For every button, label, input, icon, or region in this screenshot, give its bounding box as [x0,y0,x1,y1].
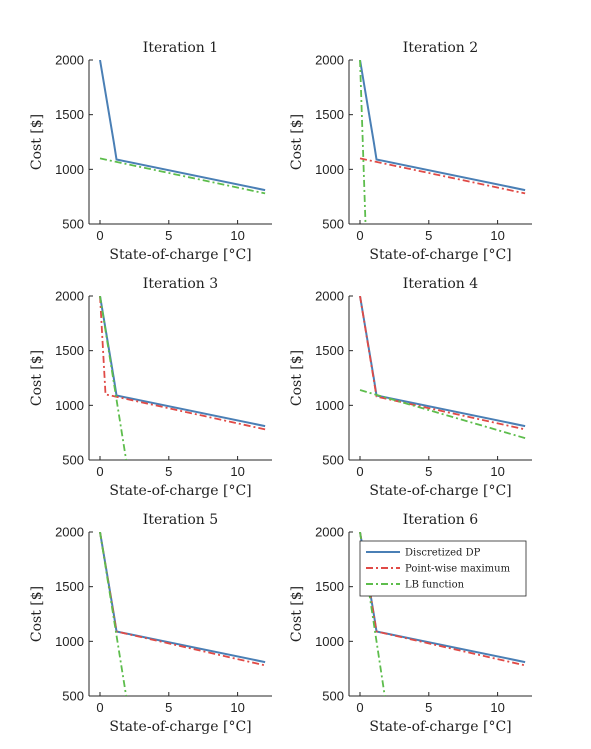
x-axis-label: State-of-charge [°C] [109,719,251,735]
y-tick-label: 2000 [315,525,344,540]
x-tick-label: 5 [425,228,432,243]
x-axis-label: State-of-charge [°C] [109,483,251,499]
y-tick-label: 500 [62,453,84,468]
x-tick-label: 5 [425,700,432,715]
x-tick-label: 0 [96,228,103,243]
y-tick-label: 2000 [55,53,84,68]
x-tick-label: 0 [96,700,103,715]
y-axis-label: Cost [$] [289,586,305,642]
y-tick-label: 500 [322,453,344,468]
series-line-lb-function [359,532,386,696]
x-axis-label: State-of-charge [°C] [369,247,511,263]
x-tick-label: 10 [230,228,244,243]
y-axis-label: Cost [$] [289,114,305,170]
y-tick-label: 1500 [55,343,84,358]
y-tick-label: 500 [62,217,84,232]
y-tick-label: 500 [322,689,344,704]
series-line-point-wise-maximum [359,157,526,195]
y-axis-label: Cost [$] [29,114,45,170]
series-line-point-wise-maximum [359,296,526,431]
x-tick-label: 0 [356,464,363,479]
subplot-title: Iteration 6 [403,512,478,528]
y-tick-label: 2000 [315,289,344,304]
subplot-title: Iteration 3 [143,276,218,292]
subplot-3: 500 1000 1500 2000 0 5 10 Iteration 3 State-of-c… [29,276,272,499]
y-tick-label: 1000 [315,162,344,177]
y-tick-label: 1000 [315,398,344,413]
series-line-lb-function [99,296,128,460]
legend: Discretized DP Point-wise maximum LB funct… [359,540,527,597]
subplot-title: Iteration 2 [403,40,478,56]
x-tick-label: 5 [425,464,432,479]
series-line-point-wise-maximum [99,296,266,431]
y-tick-label: 1500 [315,107,344,122]
x-tick-label: 5 [165,464,172,479]
y-tick-label: 1000 [55,162,84,177]
x-tick-label: 10 [490,464,504,479]
subplot-title: Iteration 1 [143,40,218,56]
y-tick-label: 1500 [55,107,84,122]
x-tick-label: 10 [230,464,244,479]
y-tick-label: 500 [322,217,344,232]
y-axis-label: Cost [$] [289,350,305,406]
x-axis-label: State-of-charge [°C] [109,247,251,263]
legend-label: Point-wise maximum [405,564,511,575]
y-tick-label: 500 [62,689,84,704]
y-tick-label: 1000 [55,398,84,413]
y-tick-label: 1500 [55,579,84,594]
subplot-5: 500 1000 1500 2000 0 5 10 Iteration 5 State-of-c… [29,512,272,735]
y-axis-label: Cost [$] [29,586,45,642]
series-line-discretized-dp [99,60,266,192]
legend-label: Discretized DP [405,548,481,559]
x-tick-label: 0 [96,464,103,479]
y-tick-label: 1000 [315,634,344,649]
series-line-lb-function [99,157,266,195]
subplot-4: 500 1000 1500 2000 0 5 10 Iteration 4 State-of-c… [289,276,532,499]
y-tick-label: 2000 [55,289,84,304]
x-tick-label: 5 [165,228,172,243]
y-tick-label: 1500 [315,343,344,358]
subplot-6: 500 1000 1500 2000 0 5 10 Iteration 6 State-of-c… [289,512,532,735]
subplot-2: 500 1000 1500 2000 0 5 10 Iteration 2 State-of-c… [289,40,532,263]
subplot-title: Iteration 5 [143,512,218,528]
y-tick-label: 2000 [315,53,344,68]
y-tick-label: 2000 [55,525,84,540]
legend-label: LB function [405,580,465,591]
series-line-discretized-dp [359,296,526,428]
series-line-lb-function [359,60,367,224]
series-line-discretized-dp [99,532,266,664]
y-axis-label: Cost [$] [29,350,45,406]
y-tick-label: 1500 [315,579,344,594]
x-tick-label: 0 [356,228,363,243]
x-tick-label: 10 [490,228,504,243]
x-tick-label: 0 [356,700,363,715]
y-tick-label: 1000 [55,634,84,649]
subplot-title: Iteration 4 [403,276,478,292]
series-line-discretized-dp [99,296,266,428]
subplot-1: 500 1000 1500 2000 0 5 10 Iteration 1 State-of-c… [29,40,272,263]
x-tick-label: 5 [165,700,172,715]
x-tick-label: 10 [230,700,244,715]
series-line-lb-function [99,532,128,696]
series-line-discretized-dp [359,60,526,192]
series-line-lb-function [359,389,526,439]
x-axis-label: State-of-charge [°C] [369,719,511,735]
x-axis-label: State-of-charge [°C] [369,483,511,499]
x-tick-label: 10 [490,700,504,715]
